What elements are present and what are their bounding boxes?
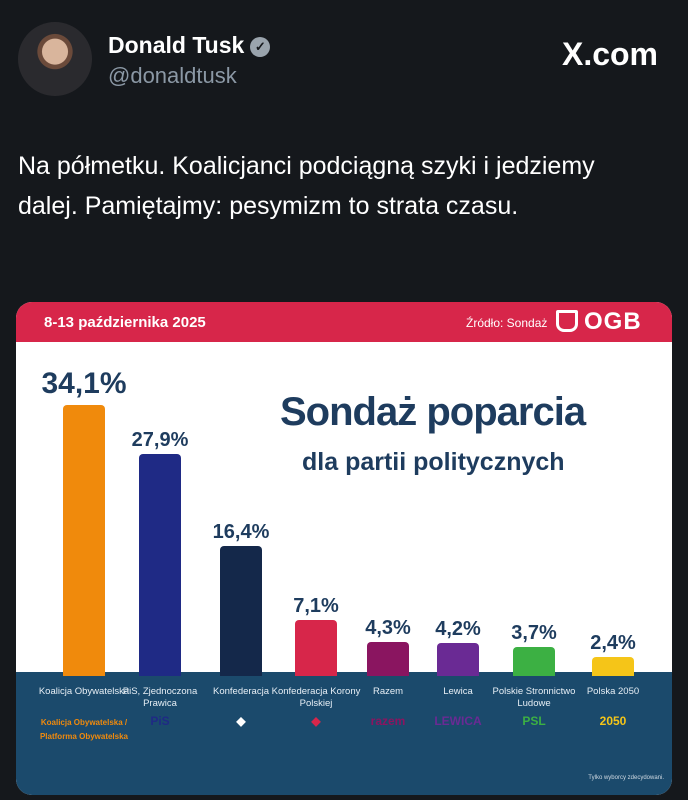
author-handle[interactable]: @donaldtusk — [108, 63, 237, 88]
legend-panel: Tylko wyborcy zdecydowani. — [16, 672, 672, 795]
party-logo-text: PiS — [150, 714, 170, 728]
ogb-logo: OGB — [556, 308, 642, 336]
value-label: 7,1% — [293, 594, 339, 617]
category-label: Polskie Stronnictwo Ludowe — [492, 686, 576, 709]
party-logo-icon: ◆ — [311, 714, 321, 728]
poll-date: 8-13 października 2025 — [44, 314, 206, 331]
value-label: 34,1% — [41, 367, 127, 401]
party-logo-icon: Koalicja Obywatelska / Platforma Obywate… — [39, 714, 129, 742]
party-logo-text: 2050 — [599, 714, 627, 728]
bar — [295, 619, 337, 676]
shield-icon — [556, 310, 578, 332]
bar — [139, 454, 181, 676]
bar — [220, 545, 262, 676]
category-label: Konfederacja Korony Polskiej — [271, 686, 361, 709]
bar — [367, 641, 409, 676]
category-label: Lewica — [443, 686, 473, 697]
category-label: Razem — [372, 686, 404, 697]
site-logo: X.com — [561, 36, 658, 72]
party-logo-text: LEWICA — [434, 714, 482, 728]
value-label: 4,2% — [435, 617, 481, 640]
party-logo-icon: razem — [343, 714, 433, 728]
party-logo-icon: PiS — [115, 714, 205, 728]
bar — [592, 656, 634, 676]
value-label: 16,4% — [212, 520, 270, 543]
bar — [513, 646, 555, 676]
value-label: 2,4% — [590, 631, 636, 654]
party-logo-text: Koalicja Obywatelska / Platforma Obywate… — [39, 718, 129, 741]
author-name-text: Donald Tusk — [108, 32, 245, 58]
verified-badge-icon: ✓ — [250, 37, 271, 57]
party-logo-icon: 2050 — [568, 714, 658, 728]
category-label: Polska 2050 — [586, 686, 640, 697]
bar — [63, 404, 105, 676]
category-label: Konfederacja — [213, 686, 269, 697]
card-header: 8-13 października 2025 Źródło: Sondaż OG… — [16, 302, 672, 342]
value-label: 3,7% — [511, 621, 557, 644]
chart-subtitle: dla partii politycznych — [302, 448, 565, 476]
chart-title: Sondaż poparcia — [280, 390, 586, 434]
category-label: PiS, Zjednoczona Prawica — [122, 686, 198, 709]
party-logo-text: PSL — [522, 714, 546, 728]
footnote: Tylko wyborcy zdecydowani. — [588, 775, 664, 781]
tweet-text: Na półmetku. Koalicjanci podciągną szyki… — [18, 152, 595, 220]
party-logo-icon: PSL — [489, 714, 579, 728]
poll-image[interactable]: 8-13 października 2025 Źródło: Sondaż OG… — [16, 302, 672, 795]
value-label: 4,3% — [365, 616, 411, 639]
avatar[interactable] — [18, 22, 92, 96]
party-logo-text: razem — [370, 714, 406, 728]
author-name[interactable]: Donald Tusk ✓ — [108, 32, 271, 59]
bar — [437, 642, 479, 676]
party-logo-icon: LEWICA — [413, 714, 503, 728]
party-logo-icon: ◆ — [236, 714, 246, 728]
value-label: 27,9% — [131, 429, 189, 452]
source-label: Źródło: Sondaż — [466, 316, 548, 330]
ogb-text: OGB — [584, 308, 642, 335]
category-label: Koalicja Obywatelska — [38, 686, 130, 697]
